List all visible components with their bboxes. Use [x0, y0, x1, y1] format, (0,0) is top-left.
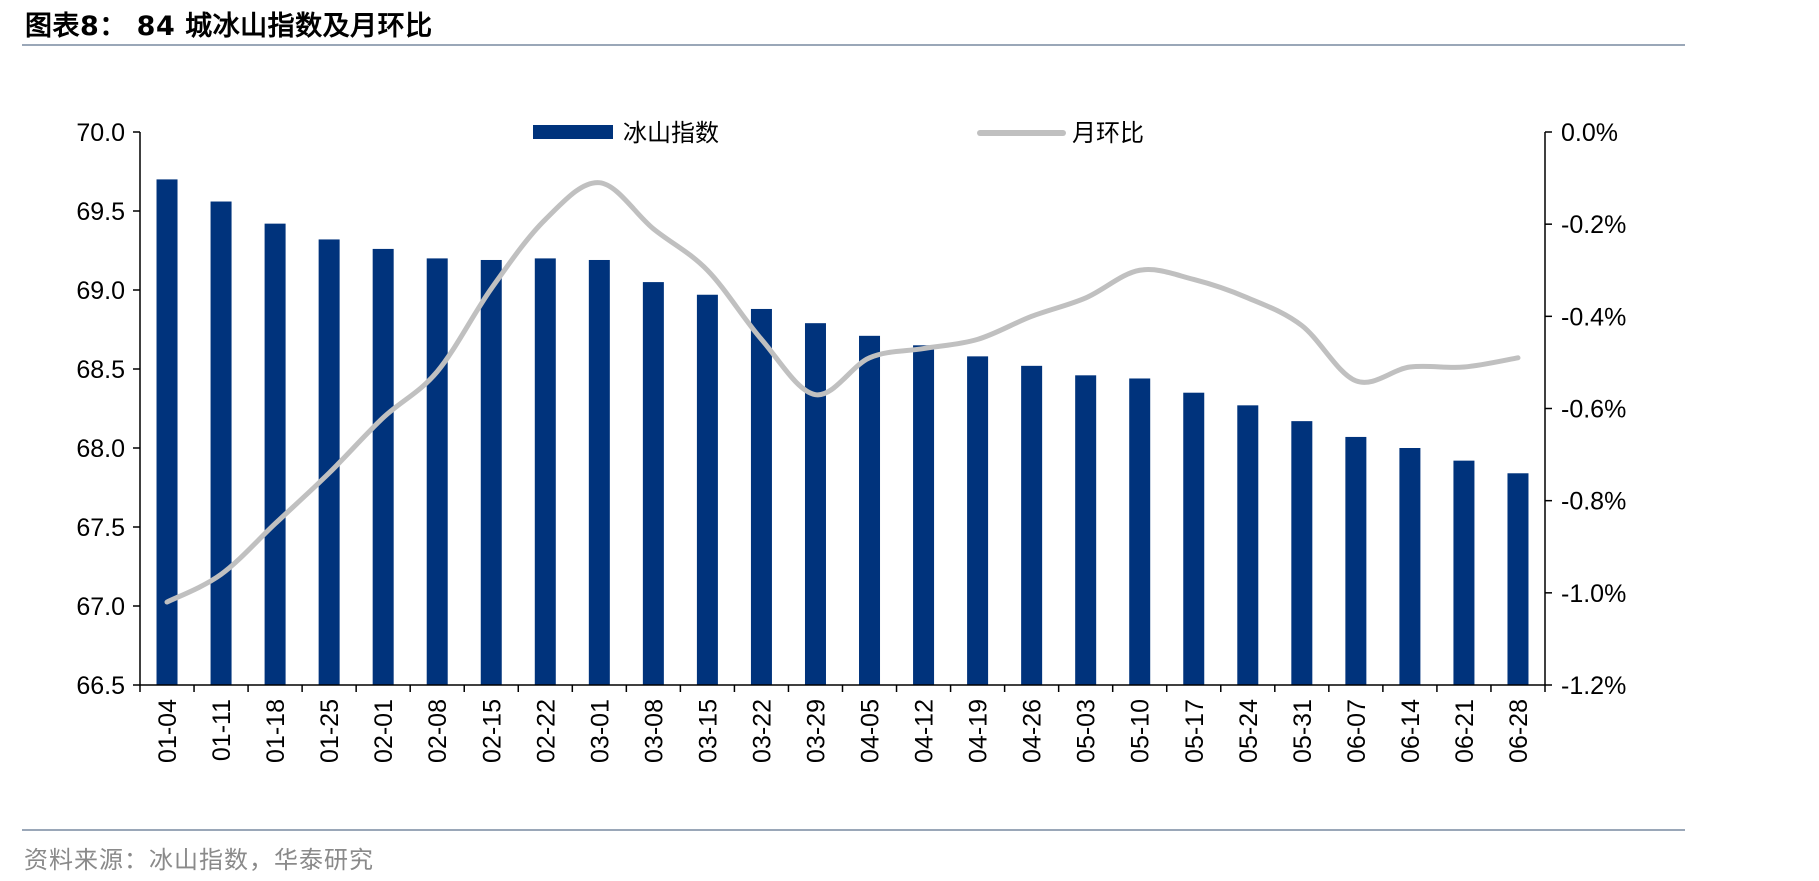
bar-03-29 [804, 323, 826, 685]
x-tick-label: 03-08 [640, 699, 668, 763]
bar-03-15 [696, 294, 718, 685]
bar-06-07 [1345, 436, 1367, 685]
x-tick-label: 02-01 [370, 699, 398, 763]
bar-06-28 [1507, 473, 1529, 685]
x-tick-label: 04-12 [911, 699, 939, 763]
bar-04-26 [1021, 365, 1043, 685]
bar-05-24 [1237, 405, 1259, 685]
title-divider [22, 44, 1685, 46]
x-tick-label: 05-24 [1235, 699, 1263, 763]
bar-06-21 [1453, 460, 1475, 685]
x-tick-label: 03-15 [694, 699, 722, 763]
left-tick-label: 67.5 [76, 514, 125, 542]
x-tick-label: 03-22 [748, 699, 776, 763]
x-tick-label: 05-10 [1127, 699, 1155, 763]
bar-01-11 [210, 201, 232, 685]
x-tick-label: 01-11 [208, 699, 236, 761]
x-tick-label: 01-18 [262, 699, 290, 763]
x-tick-label: 06-07 [1343, 699, 1371, 763]
right-tick-label: -0.2% [1561, 211, 1626, 239]
bar-04-12 [913, 345, 935, 685]
legend: 冰山指数 月环比 [533, 119, 1144, 147]
x-tick-label: 02-22 [532, 699, 560, 763]
left-tick-label: 68.0 [76, 435, 125, 463]
bar-04-05 [859, 335, 881, 685]
x-tick-label: 06-28 [1505, 699, 1533, 763]
bar-02-15 [480, 259, 502, 685]
legend-label-line: 月环比 [1072, 119, 1144, 147]
right-tick-label: -0.8% [1561, 488, 1626, 516]
x-tick-label: 04-19 [965, 699, 993, 763]
x-tick-label: 05-31 [1289, 699, 1317, 763]
left-tick-label: 67.0 [76, 593, 125, 621]
bar-05-17 [1183, 392, 1205, 685]
x-tick-label: 06-14 [1397, 699, 1425, 763]
left-tick-label: 69.5 [76, 198, 125, 226]
x-tick-label: 01-04 [154, 699, 182, 763]
bar-01-04 [156, 179, 178, 685]
left-tick-label: 68.5 [76, 356, 125, 384]
x-tick-label: 05-03 [1073, 699, 1101, 763]
right-tick-label: -1.0% [1561, 580, 1626, 608]
bar-series [156, 179, 1529, 686]
legend-swatch-bar [533, 125, 613, 139]
x-tick-label: 04-26 [1019, 699, 1047, 763]
right-tick-label: -1.2% [1561, 672, 1626, 700]
bar-06-14 [1399, 448, 1421, 685]
x-tick-label: 03-01 [586, 699, 614, 763]
bar-02-01 [372, 248, 394, 686]
bar-05-31 [1291, 421, 1313, 685]
bar-01-25 [318, 239, 340, 685]
bar-01-18 [264, 223, 286, 685]
x-tick-label: 02-08 [424, 699, 452, 763]
x-tick-label: 06-21 [1451, 699, 1479, 763]
right-tick-label: -0.4% [1561, 303, 1626, 331]
bar-03-01 [588, 259, 610, 685]
chart-title: 图表8： 84 城冰山指数及月环比 [25, 11, 433, 42]
bar-02-08 [426, 258, 448, 685]
left-tick-label: 66.5 [76, 672, 125, 700]
x-tick-label: 04-05 [857, 699, 885, 763]
bar-03-08 [642, 282, 664, 685]
right-tick-label: -0.6% [1561, 396, 1626, 424]
legend-label-bar: 冰山指数 [623, 119, 719, 147]
source-divider [22, 829, 1685, 831]
line-monthly-change [164, 180, 1521, 605]
bar-04-19 [967, 356, 989, 685]
axes: 66.5 67.0 67.5 68.0 68.5 69.0 69.5 70.0 -1.2% -1.… [76, 119, 1626, 763]
left-tick-label: 70.0 [76, 119, 125, 147]
bar-03-22 [750, 308, 772, 685]
bar-05-03 [1075, 375, 1097, 685]
left-tick-label: 69.0 [76, 277, 125, 305]
x-tick-label: 03-29 [802, 699, 830, 763]
line-series [164, 180, 1521, 605]
x-tick-label: 02-15 [478, 699, 506, 763]
bar-02-22 [534, 258, 556, 685]
source-note: 资料来源：冰山指数，华泰研究 [24, 846, 374, 874]
bar-05-10 [1129, 378, 1151, 685]
x-tick-label: 01-25 [316, 699, 344, 763]
right-tick-label: 0.0% [1561, 119, 1618, 147]
x-tick-label: 05-17 [1181, 699, 1209, 763]
